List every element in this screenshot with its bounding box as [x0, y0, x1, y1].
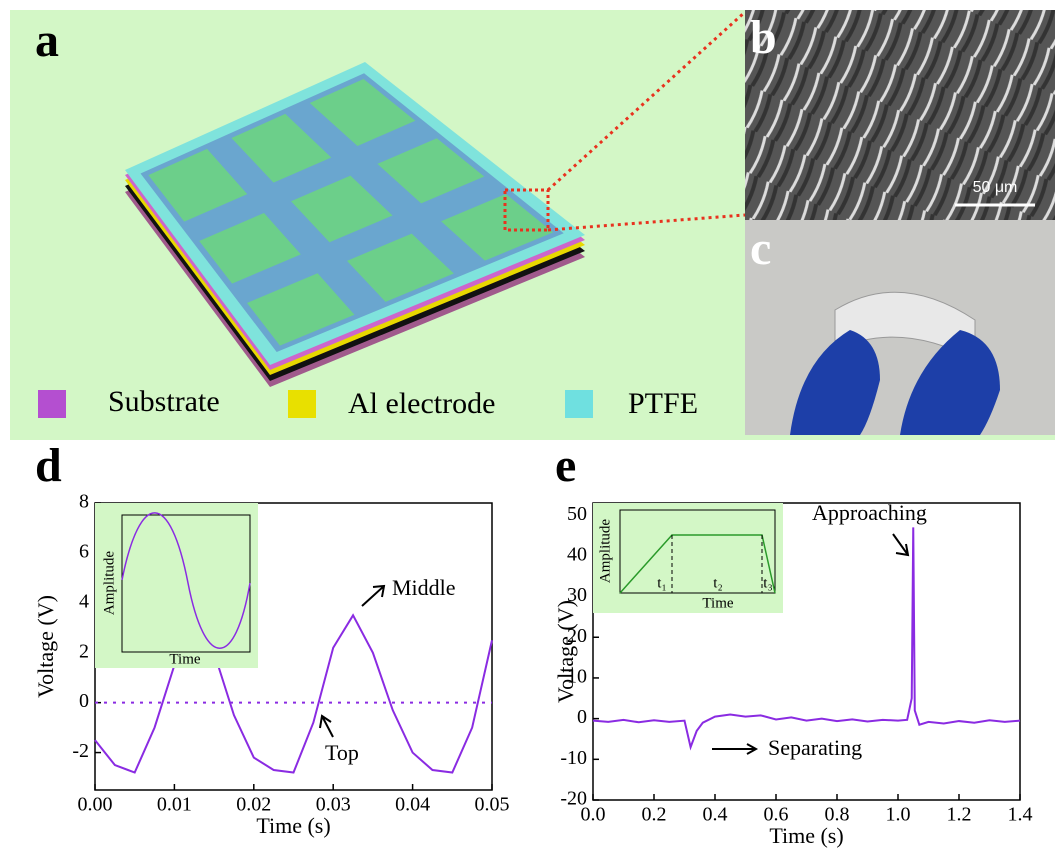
inset-ylabel: Amplitude: [597, 519, 613, 584]
legend-label: PTFE: [628, 387, 698, 420]
inset-tick: t₂: [713, 575, 722, 591]
y-tick-label: 50: [567, 503, 587, 525]
x-tick-label: 0.01: [157, 794, 192, 816]
y-axis-label: Voltage (V): [33, 595, 58, 698]
inset-tick: t₁: [657, 575, 666, 591]
x-tick-label: 0.04: [395, 794, 430, 816]
panel-label: d: [35, 439, 62, 492]
y-tick-label: 8: [79, 491, 89, 513]
x-tick-label: 1.0: [886, 804, 911, 826]
legend-label: Substrate: [108, 385, 220, 418]
panel-label: e: [555, 439, 576, 492]
annotation: Middle: [392, 575, 456, 600]
x-tick-label: 1.4: [1008, 804, 1033, 826]
inset-xlabel: Time: [702, 595, 733, 611]
x-tick-label: 0.2: [642, 804, 667, 826]
arrow: [362, 586, 384, 606]
x-tick-label: 0.4: [703, 804, 728, 826]
x-axis-label: Time (s): [769, 823, 843, 848]
figure: 50 μm a b c Substrate Al electrode PTFE …: [0, 0, 1060, 854]
x-tick-label: 0.05: [475, 794, 510, 816]
x-tick-label: 0.00: [78, 794, 113, 816]
annotation: Separating: [768, 735, 862, 760]
arrow: [320, 716, 333, 737]
panel-label: b: [750, 11, 777, 64]
y-tick-label: 6: [79, 541, 89, 563]
y-tick-label: -2: [72, 740, 89, 762]
scale-bar-label: 50 μm: [973, 179, 1018, 196]
legend-swatch: [288, 390, 316, 418]
y-axis-label: Voltage (V): [553, 600, 578, 703]
y-tick-label: 0: [79, 690, 89, 712]
legend-swatch: [565, 390, 593, 418]
y-tick-label: -10: [560, 747, 587, 769]
inset: [593, 503, 783, 613]
panel-label: c: [750, 222, 771, 275]
y-tick-label: 0: [577, 706, 587, 728]
arrow: [712, 744, 756, 754]
inset-tick: t₃: [763, 575, 772, 591]
inset-ylabel: Amplitude: [101, 551, 117, 616]
panel-label: a: [35, 14, 59, 67]
legend-label: Al electrode: [348, 387, 495, 420]
y-tick-label: 4: [79, 590, 89, 612]
x-axis-label: Time (s): [256, 813, 330, 838]
legend-swatch: [38, 390, 66, 418]
annotation: Approaching: [812, 500, 927, 525]
x-tick-label: 0.0: [581, 804, 606, 826]
y-tick-label: 40: [567, 543, 587, 565]
y-tick-label: 2: [79, 640, 89, 662]
arrow: [893, 534, 908, 555]
inset-xlabel: Time: [169, 651, 200, 667]
annotation: Top: [325, 740, 359, 765]
x-tick-label: 1.2: [947, 804, 972, 826]
inset: [95, 503, 258, 668]
